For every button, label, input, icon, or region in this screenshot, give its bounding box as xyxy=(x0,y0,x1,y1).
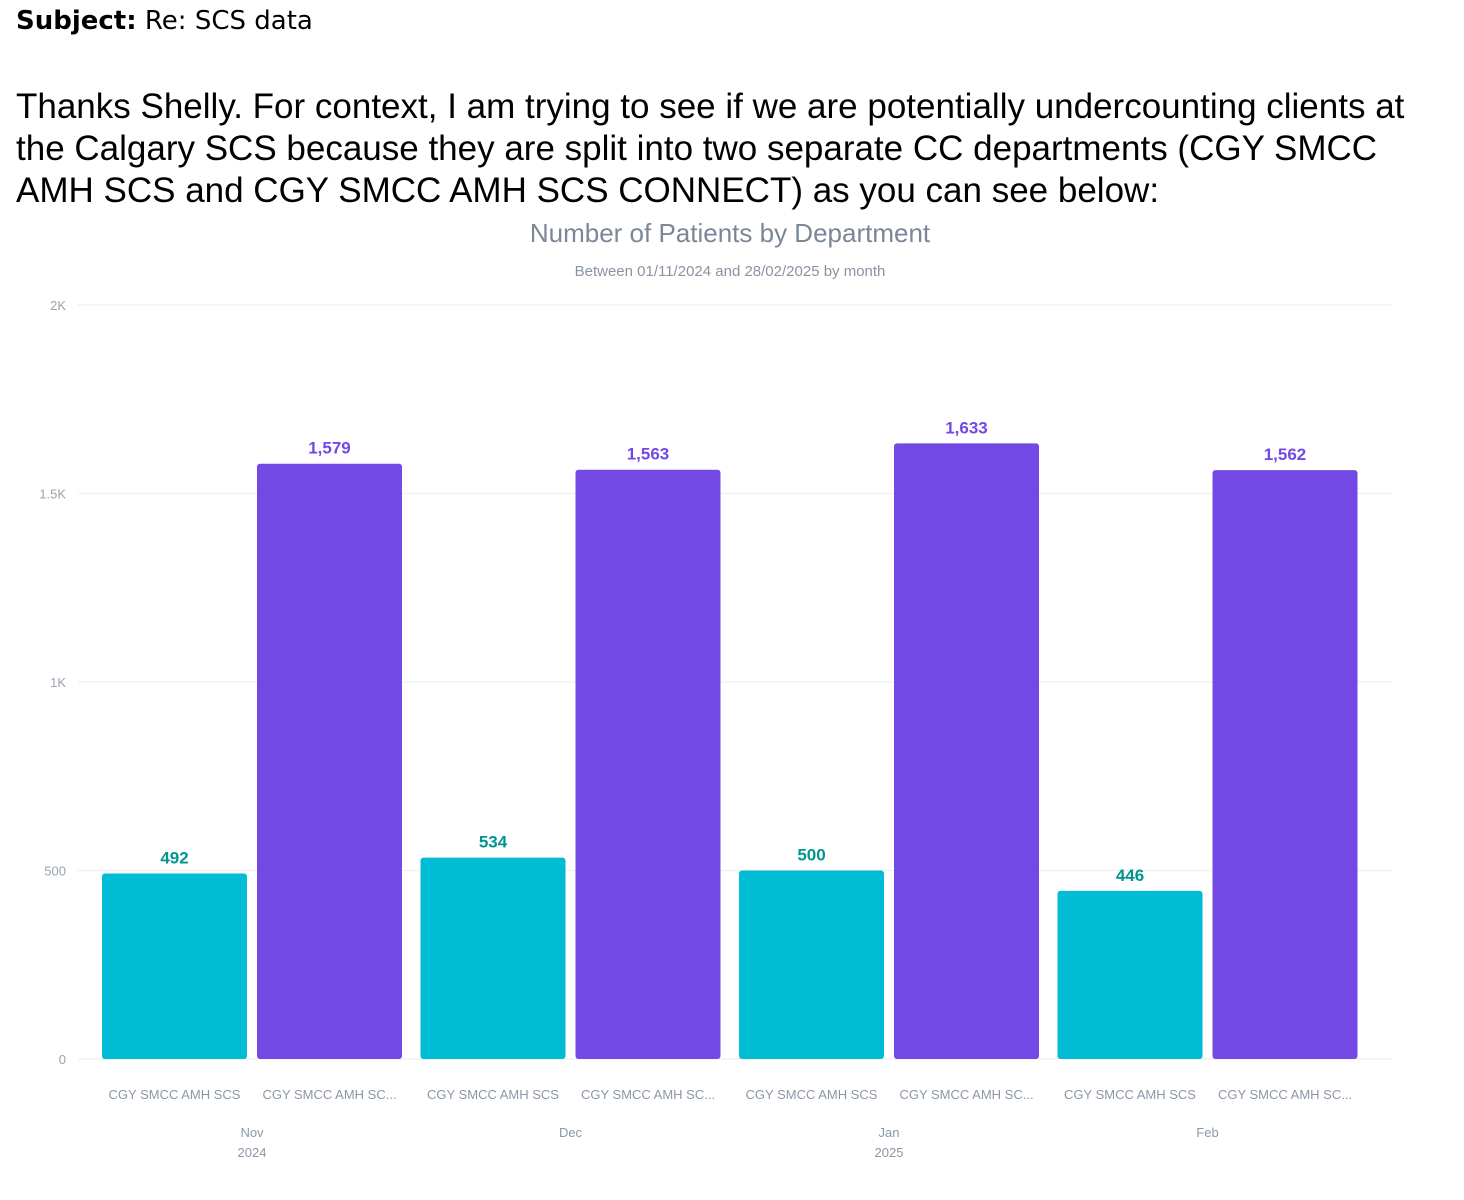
subject-label: Subject: xyxy=(16,6,137,36)
x-month-label: Feb xyxy=(1196,1125,1218,1140)
bar[interactable] xyxy=(420,857,566,1059)
data-label: 1,562 xyxy=(1264,445,1307,464)
x-bar-label: CGY SMCC AMH SCS xyxy=(1064,1087,1196,1102)
email-body: Thanks Shelly. For context, I am trying … xyxy=(16,87,1405,210)
y-tick-label: 0 xyxy=(59,1052,66,1067)
data-label: 446 xyxy=(1116,866,1144,885)
bar[interactable] xyxy=(1057,890,1203,1059)
x-bar-label: CGY SMCC AMH SC... xyxy=(1218,1087,1352,1102)
x-bar-label: CGY SMCC AMH SCS xyxy=(427,1087,559,1102)
y-tick-label: 1.5K xyxy=(39,487,66,502)
data-label: 500 xyxy=(797,846,825,865)
bar[interactable] xyxy=(575,469,721,1059)
x-year-label: 2024 xyxy=(238,1145,267,1160)
y-tick-label: 500 xyxy=(44,864,66,879)
bar[interactable] xyxy=(894,443,1039,1059)
data-label: 1,579 xyxy=(308,439,351,458)
data-label: 534 xyxy=(479,833,508,852)
data-label: 492 xyxy=(160,849,188,868)
bar[interactable] xyxy=(257,463,402,1059)
chart-title: Number of Patients by Department xyxy=(530,218,931,248)
bar[interactable] xyxy=(1212,470,1358,1060)
chart-subtitle: Between 01/11/2024 and 28/02/2025 by mon… xyxy=(575,263,886,280)
x-month-label: Jan xyxy=(879,1125,900,1140)
x-month-label: Dec xyxy=(559,1125,583,1140)
data-label: 1,563 xyxy=(627,445,670,464)
x-year-label: 2025 xyxy=(875,1145,904,1160)
data-label: 1,633 xyxy=(945,418,988,437)
y-tick-label: 2K xyxy=(50,298,66,313)
bar[interactable] xyxy=(102,873,247,1059)
bar[interactable] xyxy=(739,870,884,1060)
email-subject: Subject: Re: SCS data xyxy=(16,6,313,36)
x-bar-label: CGY SMCC AMH SC... xyxy=(581,1087,715,1102)
x-bar-label: CGY SMCC AMH SC... xyxy=(899,1087,1033,1102)
subject-text: Re: SCS data xyxy=(144,6,313,36)
x-bar-label: CGY SMCC AMH SC... xyxy=(262,1087,396,1102)
x-bar-label: CGY SMCC AMH SCS xyxy=(109,1087,241,1102)
x-bar-label: CGY SMCC AMH SCS xyxy=(746,1087,878,1102)
x-month-label: Nov xyxy=(240,1125,264,1140)
y-tick-label: 1K xyxy=(50,675,66,690)
